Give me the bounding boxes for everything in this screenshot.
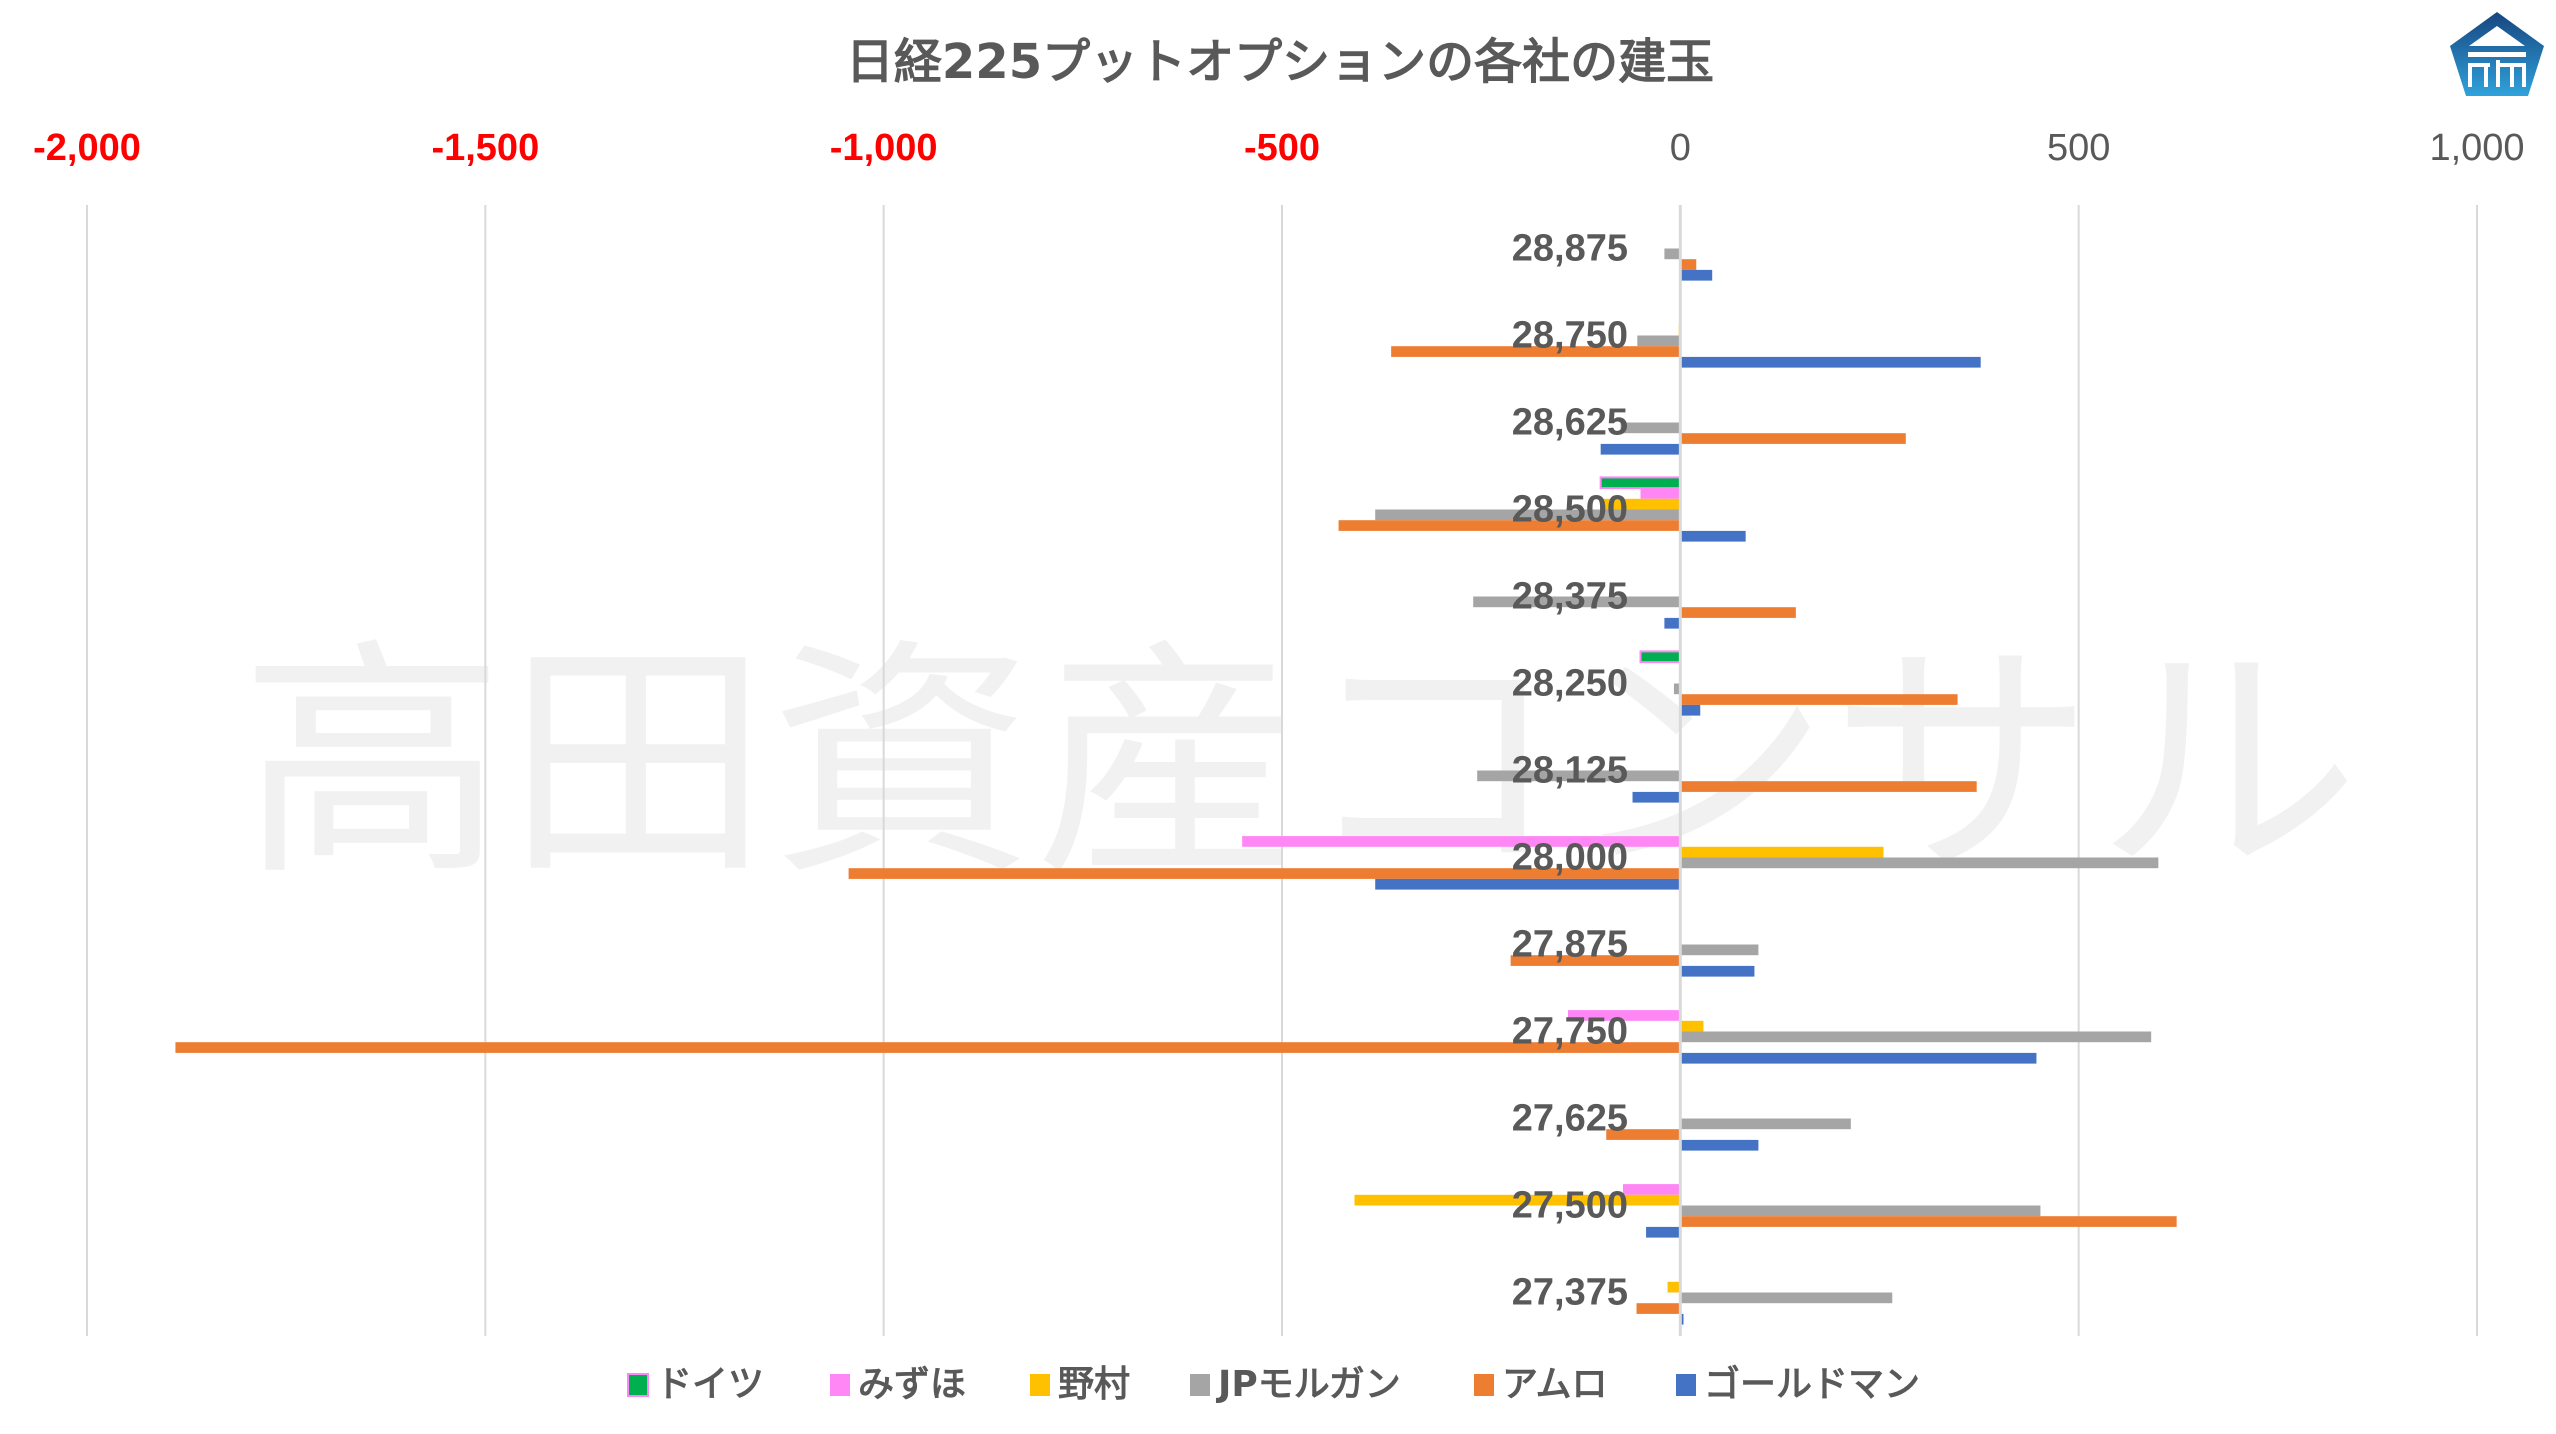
legend-item[interactable]: みずほ bbox=[830, 1364, 966, 1405]
bar-9-2 bbox=[1680, 1020, 1704, 1032]
bar-1-3 bbox=[1637, 335, 1681, 347]
bar-2-4 bbox=[1680, 433, 1906, 444]
bar-0-3 bbox=[1664, 248, 1681, 260]
bar-10-4 bbox=[1606, 1129, 1681, 1140]
bar-0-5 bbox=[1680, 269, 1713, 281]
bar-7-2 bbox=[1680, 846, 1884, 858]
legend-label: アムロ bbox=[1502, 1364, 1607, 1405]
bar-3-3 bbox=[1375, 509, 1681, 521]
category-label: 27,750 bbox=[1512, 1011, 1628, 1053]
legend-swatch bbox=[1190, 1374, 1210, 1396]
y-axis-categories: 28,875 28,750 28,625 28,500 28,375 28,250 28,1… bbox=[1512, 228, 1628, 1314]
bar-12-3 bbox=[1680, 1292, 1893, 1304]
bar-5-0 bbox=[1639, 650, 1682, 664]
legend-label: ドイツ bbox=[656, 1364, 764, 1405]
category-label: 27,875 bbox=[1512, 924, 1628, 966]
bar-12-2 bbox=[1667, 1281, 1681, 1293]
x-tick-label: 0 bbox=[1670, 127, 1691, 169]
bar-2-5 bbox=[1600, 443, 1681, 455]
bar-7-1 bbox=[1242, 836, 1681, 847]
bar-7-5 bbox=[1375, 878, 1681, 890]
category-label: 28,000 bbox=[1512, 837, 1628, 879]
bar-6-3 bbox=[1477, 770, 1681, 782]
legend-swatch bbox=[1474, 1374, 1494, 1396]
bar-11-1 bbox=[1622, 1184, 1681, 1195]
bars bbox=[175, 205, 2177, 1336]
category-label: 28,500 bbox=[1512, 489, 1628, 531]
chart-title: 日経225プットオプションの各社の建玉 bbox=[846, 34, 1714, 90]
bar-3-1 bbox=[1640, 488, 1681, 499]
bar-11-2 bbox=[1354, 1194, 1681, 1206]
bar-0-4 bbox=[1680, 259, 1697, 270]
bar-10-3 bbox=[1680, 1118, 1851, 1130]
bar-5-5 bbox=[1680, 704, 1701, 716]
bar-12-4 bbox=[1636, 1303, 1681, 1314]
bar-4-4 bbox=[1680, 607, 1796, 618]
bar-5-4 bbox=[1680, 694, 1958, 705]
category-label: 28,875 bbox=[1512, 228, 1628, 270]
bar-12-5 bbox=[1680, 1313, 1684, 1325]
bar-3-0 bbox=[1599, 476, 1682, 490]
bar-10-5 bbox=[1680, 1139, 1759, 1151]
category-label: 28,750 bbox=[1512, 315, 1628, 357]
legend-swatch bbox=[830, 1374, 850, 1396]
category-label: 28,375 bbox=[1512, 576, 1628, 618]
bar-9-1 bbox=[1568, 1010, 1681, 1021]
x-tick-label: 1,000 bbox=[2429, 127, 2524, 169]
bar-4-3 bbox=[1473, 596, 1681, 608]
legend-swatch bbox=[1676, 1374, 1696, 1396]
bar-2-3 bbox=[1620, 422, 1681, 434]
bar-8-4 bbox=[1510, 955, 1681, 966]
bar-11-5 bbox=[1646, 1226, 1681, 1238]
legend-label: みずほ bbox=[858, 1364, 966, 1405]
legend-swatch bbox=[627, 1373, 649, 1397]
category-label: 27,375 bbox=[1512, 1272, 1628, 1314]
x-tick-label: -500 bbox=[1244, 127, 1320, 169]
legend-item[interactable]: ゴールドマン bbox=[1676, 1363, 1920, 1405]
bar-1-5 bbox=[1680, 356, 1981, 368]
bar-8-3 bbox=[1680, 944, 1759, 956]
bar-9-4 bbox=[175, 1042, 1681, 1053]
bar-3-2 bbox=[1600, 498, 1681, 510]
bar-7-4 bbox=[848, 868, 1681, 879]
bar-9-3 bbox=[1680, 1031, 2152, 1043]
bar-8-5 bbox=[1680, 965, 1755, 977]
category-label: 27,500 bbox=[1512, 1185, 1628, 1227]
bar-1-4 bbox=[1391, 346, 1681, 357]
bar-6-4 bbox=[1680, 781, 1977, 792]
bar-7-3 bbox=[1680, 857, 2159, 869]
category-label: 27,625 bbox=[1512, 1098, 1628, 1140]
bar-4-5 bbox=[1664, 617, 1681, 629]
legend: ドイツ みずほ 野村 JPモルガン アムロ ゴールドマン bbox=[627, 1363, 1920, 1405]
x-axis-ticks: -2,000 -1,500 -1,000 -500 0 500 1,000 bbox=[33, 127, 2524, 169]
legend-item[interactable]: JPモルガン bbox=[1190, 1364, 1401, 1405]
legend-item[interactable]: ドイツ bbox=[627, 1364, 764, 1405]
x-tick-label: -2,000 bbox=[33, 127, 141, 169]
x-tick-label: -1,000 bbox=[830, 127, 938, 169]
legend-label: JPモルガン bbox=[1215, 1364, 1401, 1405]
legend-item[interactable]: アムロ bbox=[1474, 1364, 1607, 1405]
legend-label: 野村 bbox=[1058, 1364, 1130, 1405]
category-label: 28,625 bbox=[1512, 402, 1628, 444]
bar-6-5 bbox=[1632, 791, 1681, 803]
bar-5-3 bbox=[1673, 683, 1681, 695]
x-tick-label: 500 bbox=[2047, 127, 2110, 169]
takata-logo-icon bbox=[2450, 12, 2544, 96]
bar-9-5 bbox=[1680, 1052, 2037, 1064]
category-label: 28,250 bbox=[1512, 663, 1628, 705]
legend-item[interactable]: 野村 bbox=[1030, 1364, 1130, 1405]
bar-11-4 bbox=[1680, 1216, 2177, 1227]
bar-3-4 bbox=[1338, 520, 1681, 531]
bar-3-5 bbox=[1680, 530, 1746, 542]
legend-label: ゴールドマン bbox=[1704, 1363, 1920, 1405]
legend-swatch bbox=[1030, 1374, 1050, 1396]
x-tick-label: -1,500 bbox=[431, 127, 539, 169]
bar-11-3 bbox=[1680, 1205, 2041, 1217]
category-label: 28,125 bbox=[1512, 750, 1628, 792]
